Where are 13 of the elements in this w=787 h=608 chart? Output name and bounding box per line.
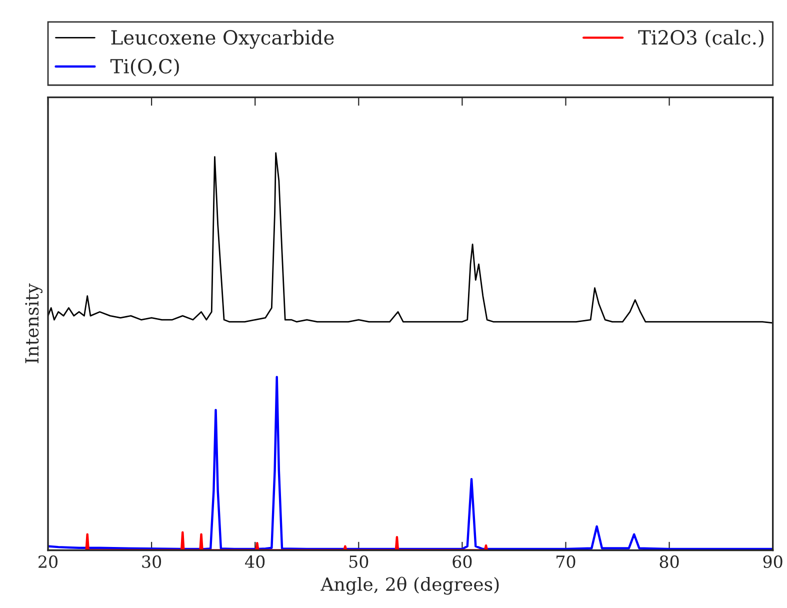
legend-label: Leucoxene Oxycarbide xyxy=(111,30,334,49)
x-tick-label: 70 xyxy=(556,555,576,568)
x-tick-label: 40 xyxy=(245,555,265,568)
legend-label: Ti2O3 (calc.) xyxy=(638,30,764,48)
x-tick-label: 90 xyxy=(763,555,782,568)
x-tick-label: 30 xyxy=(142,555,162,568)
x-axis-title: Angle, 2θ (degrees) xyxy=(320,576,499,595)
x-tick-label: 50 xyxy=(349,555,368,568)
legend-label: Ti(O,C) xyxy=(110,58,179,76)
y-axis-title: Intensity xyxy=(25,283,42,364)
x-tick-label: 20 xyxy=(38,555,58,568)
x-tick-label: 80 xyxy=(660,555,679,568)
x-tick-label: 60 xyxy=(452,555,472,568)
